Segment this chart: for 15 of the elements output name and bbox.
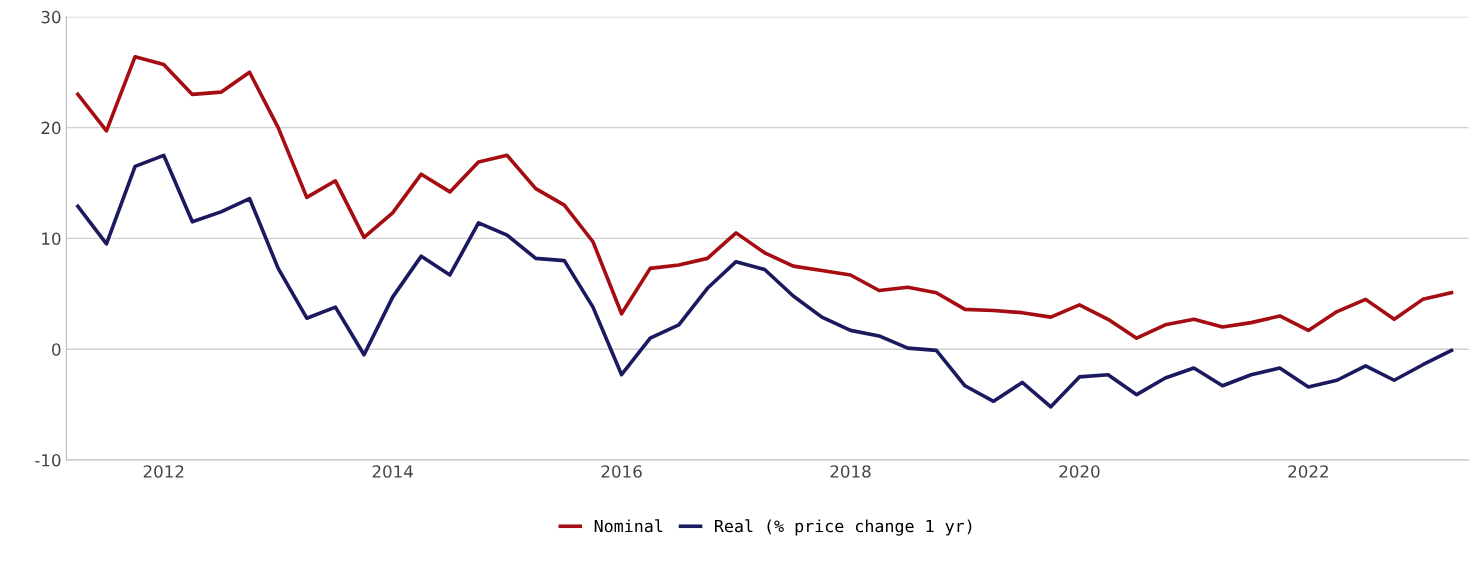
y-tick-label: 30 (41, 10, 61, 24)
legend-label: Real (% price change 1 yr) (715, 519, 972, 536)
x-tick-label: 2022 (1288, 465, 1328, 478)
line-series (76, 153, 1454, 409)
x-tick-label: 2012 (143, 465, 184, 478)
x-tick-label: 2014 (372, 465, 413, 478)
y-tick-label: 10 (42, 232, 61, 245)
y-tick-label: 0 (52, 343, 61, 356)
x-tick-label: 2020 (1059, 465, 1100, 478)
x-tick-label: 2016 (601, 465, 642, 478)
y-tick-label: -10 (35, 453, 61, 467)
legend-label: Nominal (594, 519, 663, 533)
x-tick-label: 2018 (830, 465, 871, 478)
y-tick-label: 20 (41, 121, 61, 135)
line-series (76, 54, 1454, 340)
